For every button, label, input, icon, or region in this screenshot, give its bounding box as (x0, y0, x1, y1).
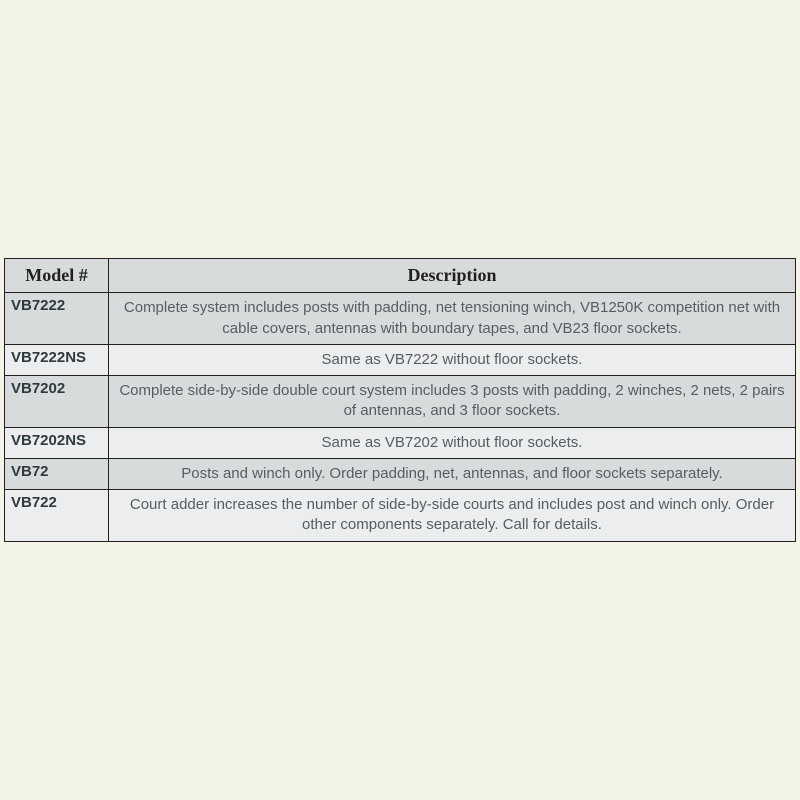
table-row: VB722 Court adder increases the number o… (5, 490, 796, 542)
product-spec-table-container: Model # Description VB7222 Complete syst… (4, 258, 796, 541)
column-header-model: Model # (5, 259, 109, 293)
table-row: VB7222NS Same as VB7222 without floor so… (5, 344, 796, 375)
cell-model: VB7202 (5, 376, 109, 428)
cell-description: Court adder increases the number of side… (109, 490, 796, 542)
cell-model: VB7222 (5, 293, 109, 345)
table-row: VB7202 Complete side-by-side double cour… (5, 376, 796, 428)
table-header-row: Model # Description (5, 259, 796, 293)
cell-description: Same as VB7222 without floor sockets. (109, 344, 796, 375)
cell-model: VB7202NS (5, 427, 109, 458)
cell-description: Posts and winch only. Order padding, net… (109, 458, 796, 489)
cell-model: VB72 (5, 458, 109, 489)
cell-model: VB7222NS (5, 344, 109, 375)
cell-description: Complete system includes posts with padd… (109, 293, 796, 345)
table-row: VB72 Posts and winch only. Order padding… (5, 458, 796, 489)
cell-description: Same as VB7202 without floor sockets. (109, 427, 796, 458)
table-row: VB7202NS Same as VB7202 without floor so… (5, 427, 796, 458)
column-header-description: Description (109, 259, 796, 293)
cell-model: VB722 (5, 490, 109, 542)
cell-description: Complete side-by-side double court syste… (109, 376, 796, 428)
table-body: VB7222 Complete system includes posts wi… (5, 293, 796, 541)
product-spec-table: Model # Description VB7222 Complete syst… (4, 258, 796, 541)
table-row: VB7222 Complete system includes posts wi… (5, 293, 796, 345)
